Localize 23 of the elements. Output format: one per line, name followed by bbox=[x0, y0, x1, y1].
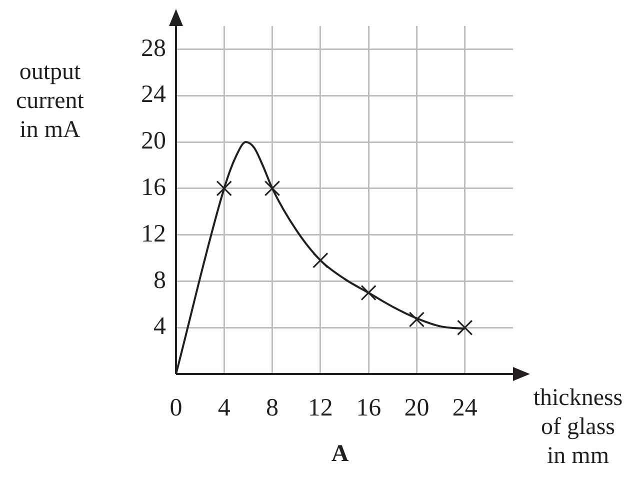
point bbox=[456, 320, 473, 336]
y-tick-label: 16 bbox=[141, 174, 166, 201]
x-tick-label: 16 bbox=[356, 394, 382, 422]
y-axis-title: output current in mA bbox=[15, 58, 85, 145]
x-tick-label: 0 bbox=[170, 394, 182, 422]
y-tick-label: 20 bbox=[141, 128, 166, 155]
y-tick-label: 28 bbox=[141, 34, 166, 62]
point bbox=[216, 180, 232, 196]
y-tick-label: 4 bbox=[154, 313, 166, 340]
y-tick-label: 8 bbox=[154, 266, 166, 294]
x-tick-label: 20 bbox=[404, 394, 430, 422]
x-tick-label: 12 bbox=[308, 394, 333, 422]
x-axis-title: thickness of glass in mm bbox=[532, 384, 624, 471]
x-tick-label: 4 bbox=[218, 394, 231, 422]
x-tick-label: 24 bbox=[452, 394, 478, 422]
text: A bbox=[330, 440, 350, 469]
point bbox=[408, 312, 425, 328]
y-tick-label: 12 bbox=[141, 220, 166, 248]
point bbox=[312, 252, 328, 268]
point bbox=[264, 180, 280, 196]
point bbox=[360, 284, 376, 301]
y-tick-label: 24 bbox=[141, 81, 166, 108]
x-tick-label: 8 bbox=[266, 394, 279, 422]
